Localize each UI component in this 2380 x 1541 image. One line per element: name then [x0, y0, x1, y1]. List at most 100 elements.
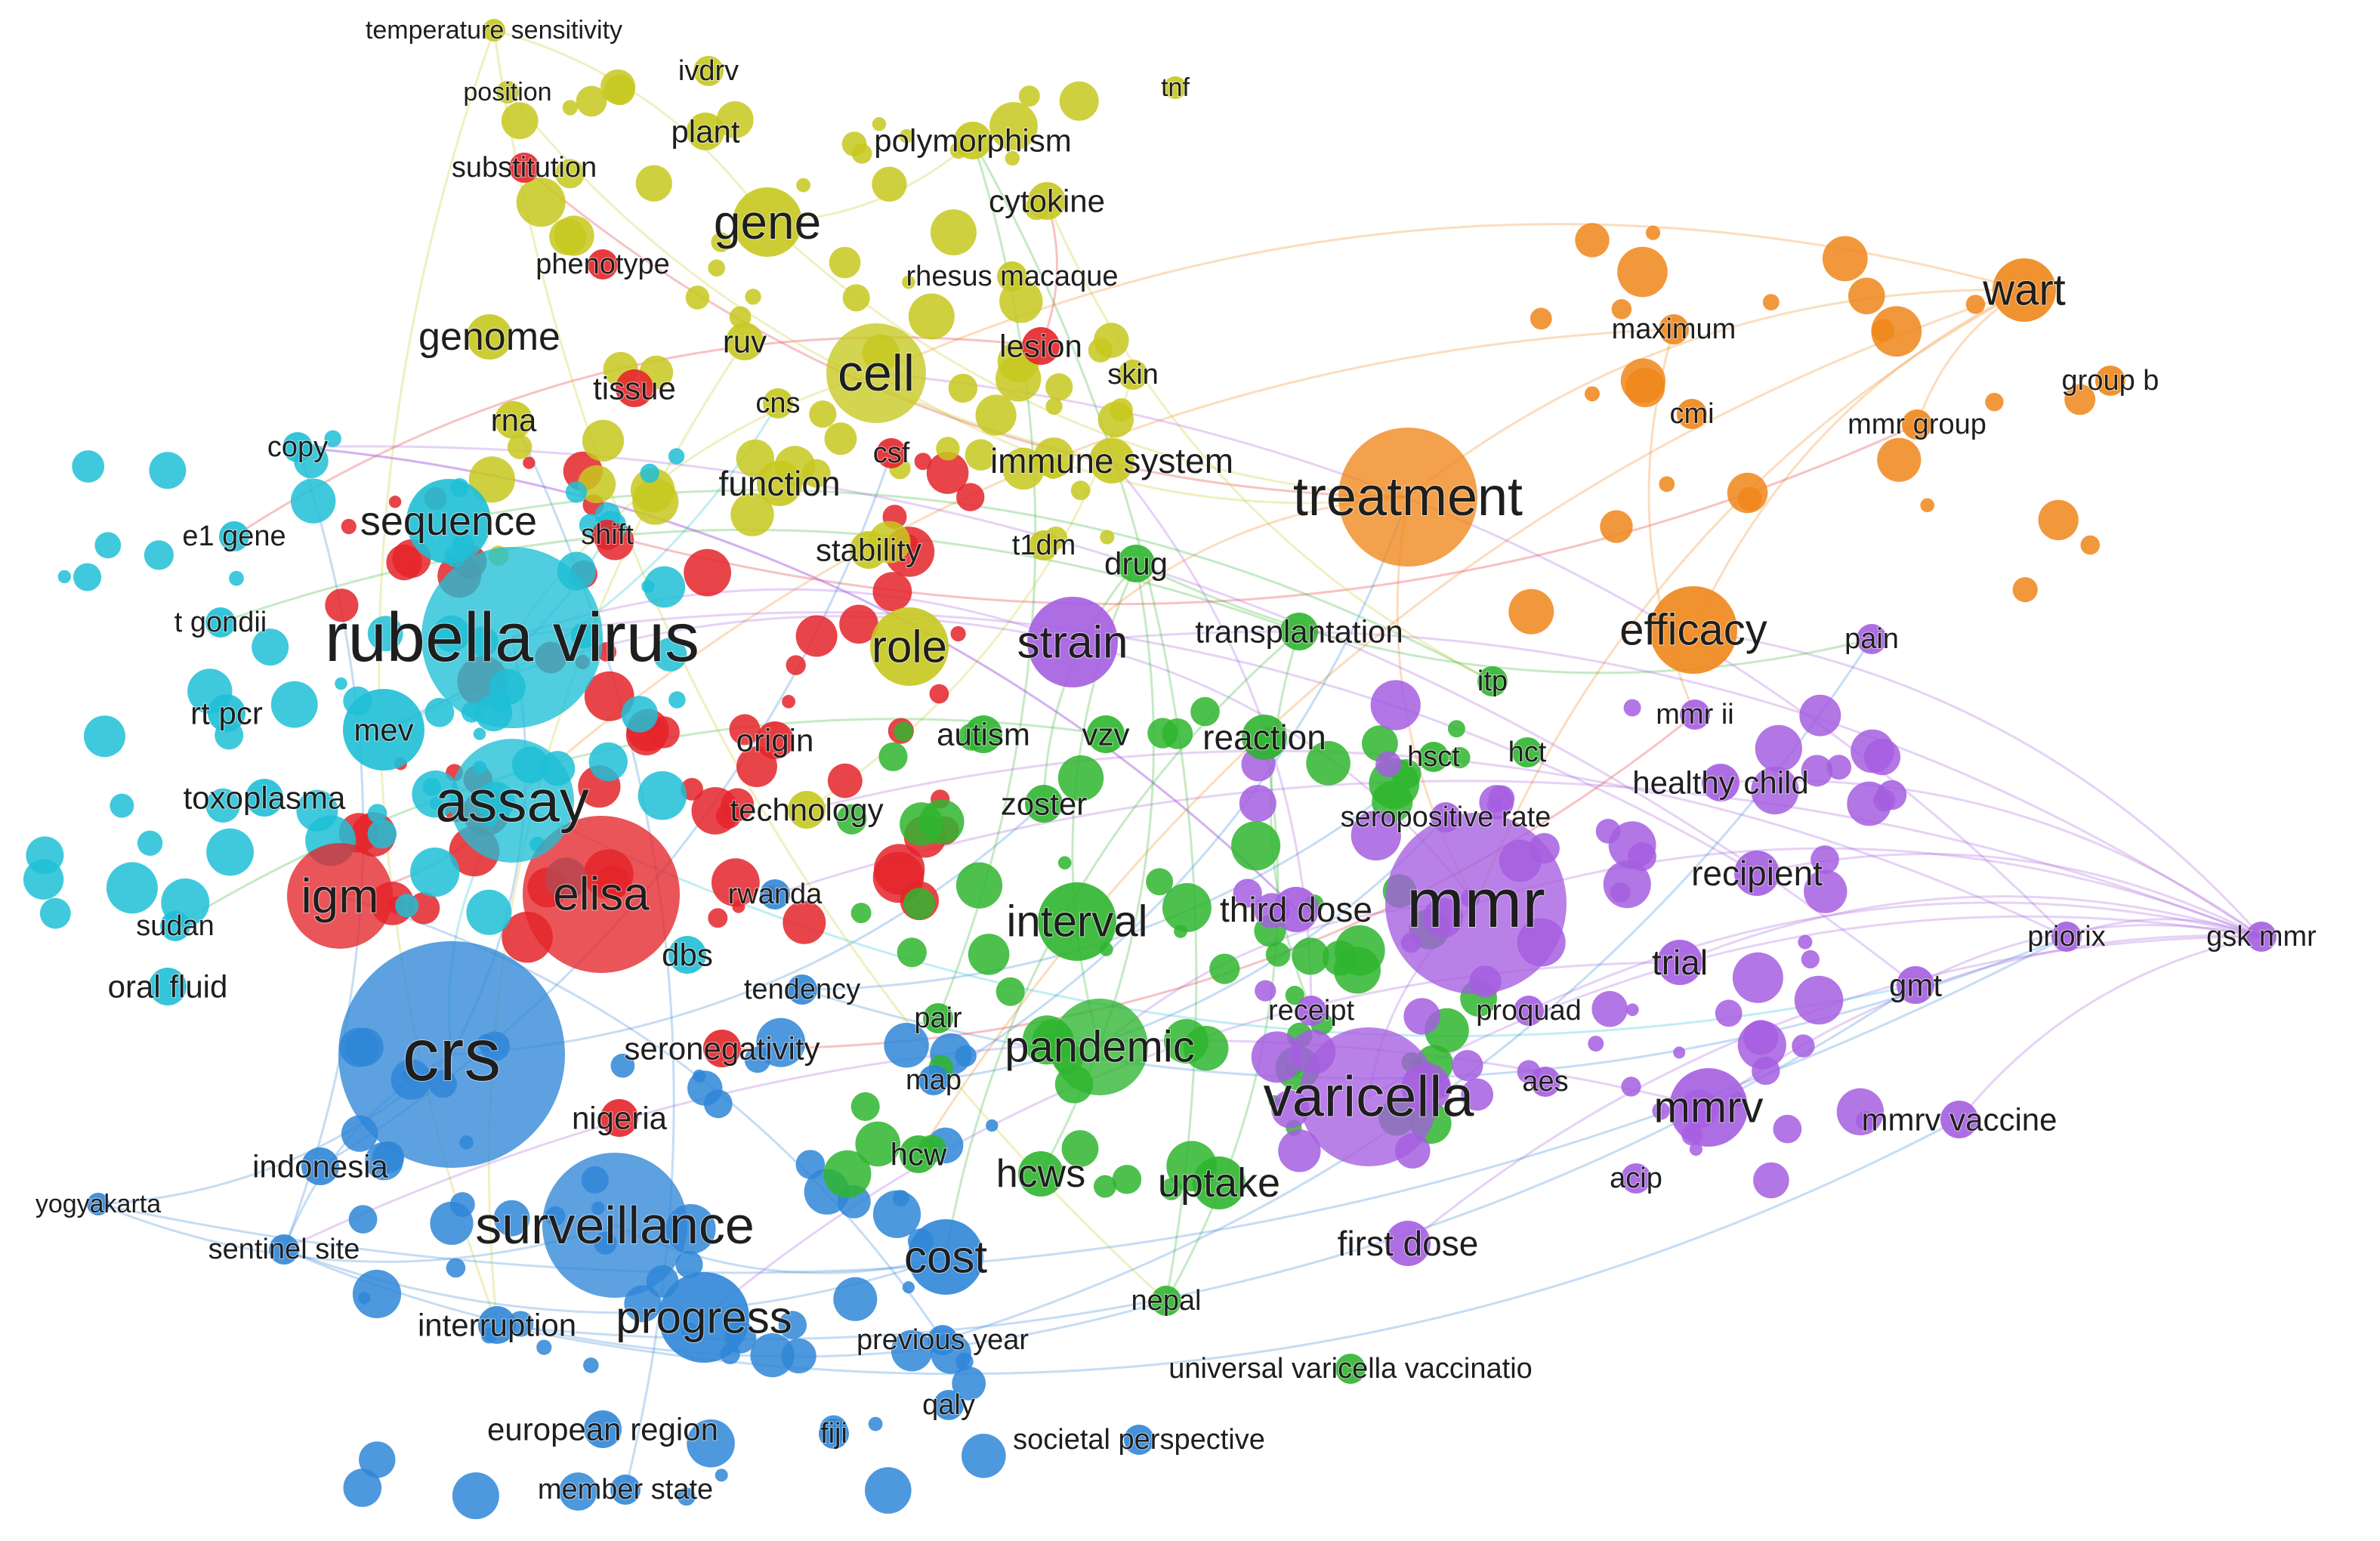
node-label: cmi [1669, 398, 1714, 430]
node-bubble [501, 102, 539, 140]
node-bubble [1029, 530, 1059, 561]
node-bubble [1403, 998, 1440, 1035]
node-bubble [1233, 879, 1262, 908]
node-bubble [473, 727, 486, 740]
node-bubble [824, 422, 857, 456]
node-bubble [1018, 1151, 1063, 1197]
link [1072, 630, 2262, 938]
node-label: progress [616, 1292, 792, 1343]
node-bubble [343, 689, 424, 770]
node-bubble [795, 615, 838, 657]
node-bubble [1452, 1050, 1483, 1082]
node-bubble [640, 463, 659, 483]
node-bubble [826, 323, 926, 423]
node-label: reaction [1202, 718, 1326, 757]
node-bubble [523, 816, 680, 973]
node-bubble [229, 570, 244, 586]
node-bubble [903, 888, 936, 920]
node-bubble [483, 19, 505, 42]
node-label: previous year [857, 1324, 1029, 1356]
node-bubble [1715, 999, 1743, 1027]
node-bubble [495, 401, 532, 439]
node-label: hsct [1407, 741, 1460, 773]
node-label: sentinel site [208, 1234, 360, 1265]
node-label: interval [1007, 897, 1148, 947]
link [1708, 934, 2262, 1109]
node-bubble [2038, 499, 2079, 541]
link [933, 816, 1447, 1082]
node-bubble [578, 465, 616, 504]
node-bubble [610, 1053, 635, 1078]
node-label: trial [1652, 943, 1708, 982]
node-bubble [760, 879, 790, 909]
node-bubble [934, 1390, 964, 1420]
node-label: cell [838, 344, 915, 402]
link [774, 780, 2262, 938]
node-label: role [872, 622, 947, 672]
node-bubble [1621, 1163, 1651, 1194]
node-bubble [730, 493, 774, 536]
labeled-nodes [87, 19, 2277, 1505]
node-bubble [1608, 821, 1656, 869]
node-label: varicella [1264, 1065, 1474, 1129]
link [1165, 737, 1280, 1302]
node-bubble [675, 1250, 703, 1278]
node-label: csf [873, 437, 910, 469]
node-bubble [1877, 437, 1922, 482]
node-bubble [891, 1329, 933, 1372]
node-bubble [496, 81, 519, 103]
node-label: mev [353, 712, 413, 748]
node-bubble [908, 1219, 983, 1295]
node-label: member state [538, 1474, 713, 1505]
node-bubble [1488, 785, 1515, 812]
node-bubble [899, 128, 914, 144]
node-label: acip [1610, 1163, 1662, 1194]
node-bubble [1680, 699, 1710, 730]
node-label: oral fluid [108, 969, 228, 1005]
node-bubble [763, 388, 793, 418]
node-bubble [1028, 182, 1066, 220]
node-bubble [296, 789, 338, 832]
node-label: maximum [1612, 313, 1736, 345]
node-bubble [668, 448, 685, 465]
node-bubble [715, 1468, 728, 1482]
node-bubble [1447, 720, 1465, 738]
node-bubble [1810, 845, 1839, 874]
node-bubble [1659, 314, 1689, 344]
node-bubble [252, 628, 289, 666]
link [1475, 847, 2262, 938]
node-bubble [245, 779, 283, 817]
node-label: cytokine [989, 184, 1105, 219]
node-bubble [900, 802, 943, 846]
node-bubble [287, 843, 393, 949]
node-bubble [1752, 1056, 1780, 1085]
node-label: interruption [418, 1308, 576, 1343]
node-bubble [842, 284, 870, 312]
node-label: recipient [1691, 854, 1823, 893]
node-bubble [1617, 246, 1668, 298]
node-bubble [918, 1065, 949, 1095]
link [801, 755, 1434, 991]
node-label: receipt [1268, 995, 1354, 1027]
node-bubble [1871, 306, 1922, 357]
node-bubble [1061, 1130, 1099, 1167]
node-label: pair [914, 1002, 962, 1034]
node-label: qaly [922, 1389, 975, 1421]
node-bubble [1160, 1178, 1183, 1200]
node-bubble [819, 1419, 849, 1449]
node-bubble [348, 1205, 378, 1234]
node-label: plant [671, 114, 739, 150]
node-label: treatment [1293, 467, 1523, 527]
link [917, 289, 2025, 1155]
node-bubble [1751, 766, 1799, 815]
node-label: rna [491, 403, 537, 438]
node-bubble [786, 655, 806, 675]
node-label: ivdrv [678, 55, 739, 87]
node-bubble [1022, 327, 1060, 365]
node-label: european region [487, 1412, 718, 1447]
node-bubble [1732, 952, 1783, 1003]
node-bubble [1610, 882, 1631, 903]
node-bubble [850, 1092, 880, 1121]
link [339, 894, 944, 1341]
node-label: pandemic [1005, 1023, 1194, 1072]
